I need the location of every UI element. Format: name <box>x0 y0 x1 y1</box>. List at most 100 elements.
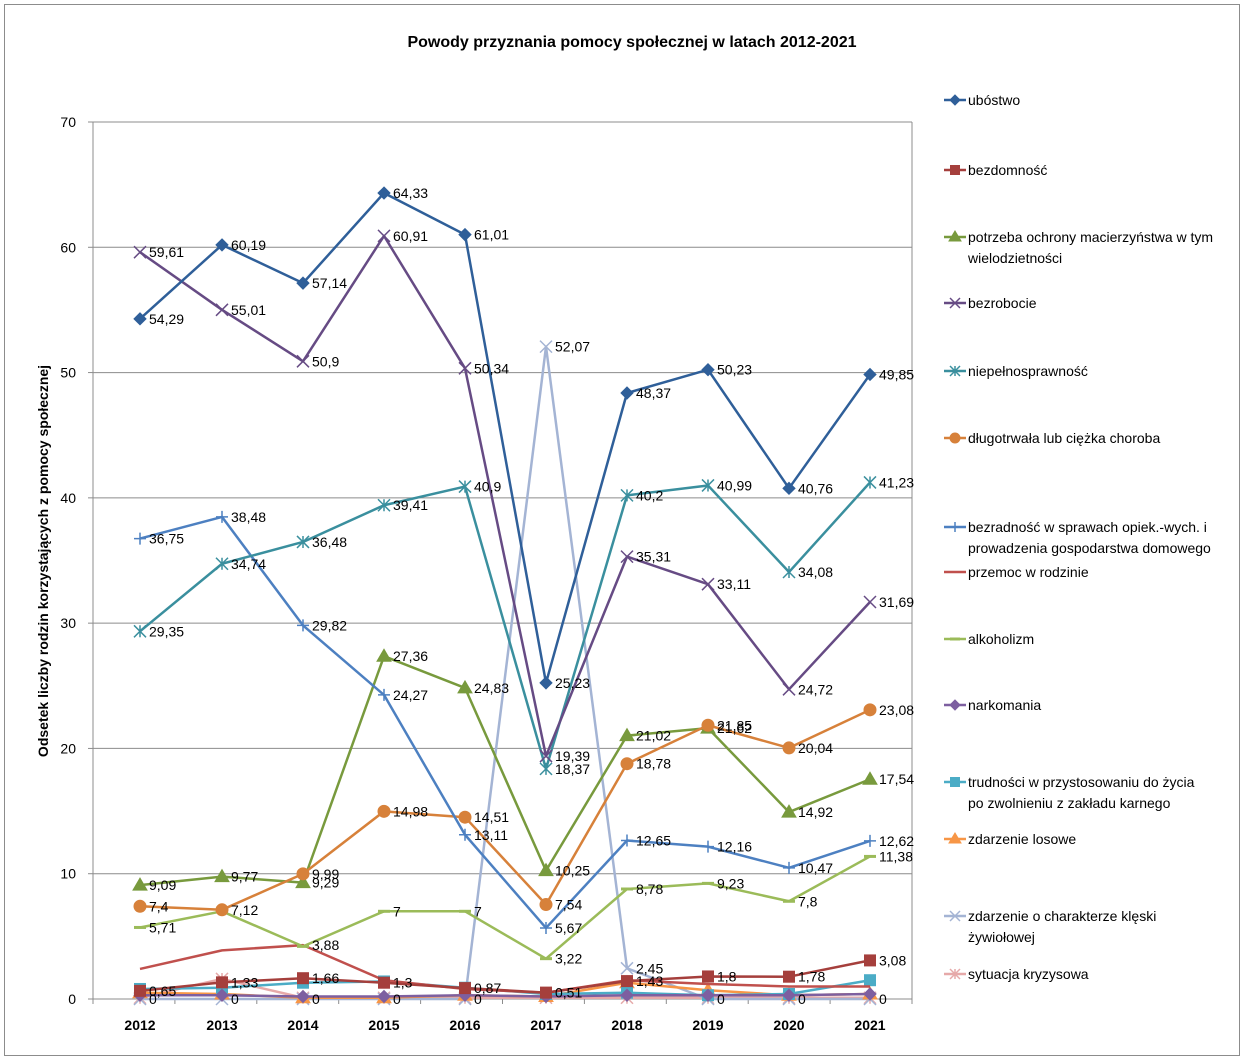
legend-swatch-marker <box>948 832 962 844</box>
series-line <box>139 708 871 912</box>
legend-label-line: bezradność w sprawach opiek.-wych. i <box>968 519 1207 535</box>
legend-item-6: bezradność w sprawach opiek.-wych. i prow… <box>944 519 1211 556</box>
data-point <box>296 867 310 881</box>
data-label: 0 <box>393 991 401 1007</box>
y-tick-label-70: 70 <box>60 114 76 130</box>
data-point <box>376 648 392 662</box>
x-tick-label-2013: 2013 <box>206 1017 237 1033</box>
series-line <box>140 345 870 1001</box>
legend-swatch-marker <box>949 297 961 309</box>
series-line <box>139 959 871 994</box>
legend-item-5: długotrwała lub ciężka choroba <box>944 430 1160 446</box>
series-line <box>139 481 871 771</box>
data-point <box>702 970 714 983</box>
data-point <box>458 480 472 494</box>
data-label: 0 <box>231 991 239 1007</box>
data-point <box>783 899 795 903</box>
y-tick-label-60: 60 <box>60 239 76 255</box>
x-tick-label-2015: 2015 <box>368 1017 399 1033</box>
legend-label: zdarzenie o charakterze klęski żywiołowej <box>968 908 1156 945</box>
data-point <box>621 834 633 847</box>
data-label: 2,45 <box>636 960 663 976</box>
legend-item-8: alkoholizm <box>944 631 1034 647</box>
data-point <box>296 354 310 368</box>
series-line <box>139 191 872 685</box>
data-point <box>539 340 553 354</box>
data-label: 3,08 <box>879 952 906 968</box>
legend-label: bezrobocie <box>968 295 1037 311</box>
legend-swatch-marker <box>949 432 961 444</box>
data-label: 38,48 <box>231 509 266 525</box>
chart-title: Powody przyznania pomocy społecznej w la… <box>407 34 856 51</box>
series-lines <box>132 186 878 1006</box>
data-label: 36,48 <box>312 534 347 550</box>
data-point <box>621 975 633 988</box>
series-3 <box>133 229 877 763</box>
legend-swatch-marker <box>950 777 960 787</box>
data-point <box>862 771 878 785</box>
y-tick-label-10: 10 <box>60 866 76 882</box>
legend-label: bezradność w sprawach opiek.-wych. i prow… <box>968 519 1211 556</box>
data-point <box>782 988 796 1002</box>
data-point <box>538 862 554 877</box>
data-point <box>701 988 715 1002</box>
legend-label: narkomania <box>968 697 1041 713</box>
data-point <box>133 899 147 913</box>
data-point <box>377 186 391 200</box>
data-label: 11,38 <box>879 848 913 864</box>
data-point <box>864 974 876 987</box>
data-label: 57,14 <box>312 275 347 291</box>
data-label: 7,12 <box>231 902 258 918</box>
series-0 <box>133 186 877 690</box>
data-label: 40,99 <box>717 477 752 493</box>
data-label: 60,91 <box>393 228 428 244</box>
legend-swatch-marker <box>949 968 961 980</box>
legend-swatch-marker <box>948 230 962 242</box>
data-point <box>296 276 310 290</box>
legend-item-2: potrzeba ochrony macierzyństwa w tym wiel… <box>944 229 1213 266</box>
data-point <box>620 961 634 975</box>
data-label: 40,9 <box>474 479 501 495</box>
data-point <box>378 909 390 913</box>
data-point <box>459 828 471 841</box>
data-point <box>133 624 147 638</box>
legend-swatch-marker <box>949 365 961 377</box>
data-point <box>458 227 472 242</box>
data-point <box>863 703 877 717</box>
data-point <box>215 303 229 317</box>
data-point <box>378 976 390 989</box>
data-label: 29,35 <box>149 623 184 639</box>
data-label: 9,99 <box>312 866 339 882</box>
data-point <box>864 954 876 967</box>
legend-item-0: ubóstwo <box>944 92 1020 108</box>
x-tick-label-2019: 2019 <box>692 1017 723 1033</box>
data-label: 7,8 <box>798 893 818 909</box>
x-tick-label-2021: 2021 <box>854 1017 885 1033</box>
data-point <box>540 921 552 934</box>
data-point <box>539 762 553 776</box>
data-label: 12,65 <box>636 833 671 849</box>
legend-item-4: niepełnosprawność <box>944 363 1088 379</box>
data-label: 0 <box>879 991 887 1007</box>
data-point <box>459 909 471 913</box>
data-label: 7,4 <box>149 898 169 914</box>
legend-label-line: trudności w przystosowaniu do życia <box>968 774 1195 790</box>
data-label: 14,98 <box>393 803 428 819</box>
data-label: 21,02 <box>636 728 671 744</box>
data-point <box>296 989 310 1004</box>
data-label: 9,77 <box>231 869 258 885</box>
data-label: 18,78 <box>636 756 671 772</box>
data-label: 31,69 <box>879 594 914 610</box>
data-point <box>134 925 146 929</box>
data-label: 5,67 <box>555 920 582 936</box>
series-line <box>139 234 871 758</box>
data-label: 0 <box>798 991 806 1007</box>
data-point <box>701 718 715 732</box>
data-label: 1,33 <box>231 974 258 990</box>
legend-item-13: sytuacja kryzysowa <box>944 966 1089 982</box>
data-label: 33,11 <box>717 576 751 592</box>
series-line <box>139 855 871 960</box>
series-9 <box>133 987 877 1004</box>
data-point <box>782 741 796 755</box>
